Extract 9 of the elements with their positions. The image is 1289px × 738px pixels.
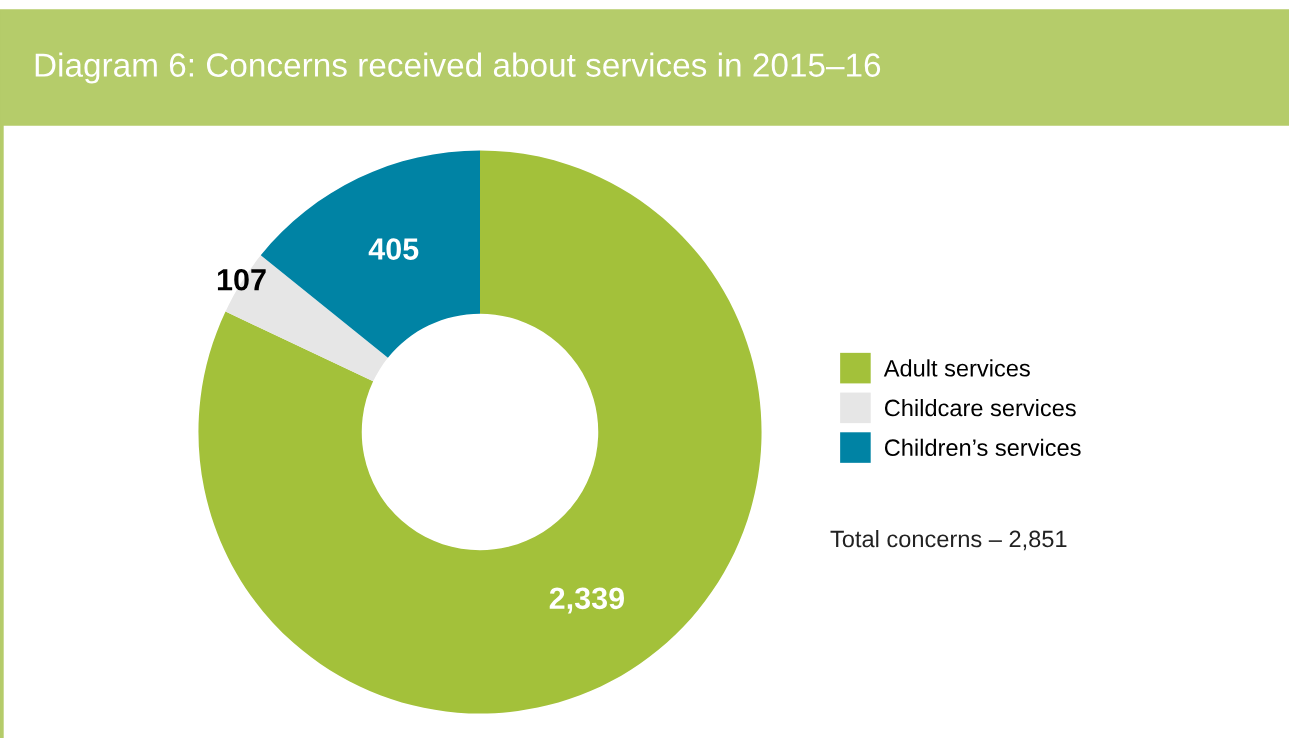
text: Total concerns – 2,851: [830, 529, 1067, 551]
donut-slice: [198, 150, 762, 714]
legend-label: Childcare services: [884, 398, 1076, 417]
legend-label: Adult services: [883, 359, 1030, 377]
data-label: 405: [368, 238, 419, 260]
data-label: 107: [217, 268, 266, 291]
data-label: 2,339: [549, 587, 624, 614]
chart-title: Diagram 6: Concerns received about services in 2015–16: [35, 52, 881, 84]
legend-label: Children’s services: [884, 438, 1081, 457]
